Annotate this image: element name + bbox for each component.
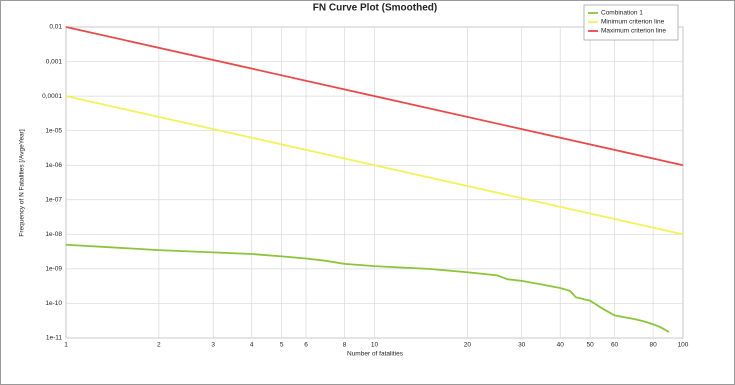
x-tick-label: 6 <box>304 342 308 349</box>
x-tick-label: 20 <box>464 342 472 349</box>
legend-box <box>583 4 679 41</box>
y-axis-label: Frequency of N Fatalities [/AvgeYear] <box>19 129 26 237</box>
y-tick-label: 0,0001 <box>42 93 62 100</box>
legend-label: Minimum criterion line <box>601 19 665 26</box>
x-tick-label: 5 <box>280 342 284 349</box>
y-tick-label: 1e-11 <box>46 335 63 342</box>
y-tick-label: 1e-09 <box>45 266 62 273</box>
x-tick-label: 4 <box>250 342 254 349</box>
x-tick-label: 3 <box>211 342 215 349</box>
x-tick-label: 80 <box>649 342 657 349</box>
legend-label: Maximum criterion line <box>601 28 666 35</box>
series-line <box>65 243 670 333</box>
x-tick-label: 8 <box>343 342 347 349</box>
x-tick-label: 2 <box>157 342 161 349</box>
y-tick-label: 1e-08 <box>45 231 62 238</box>
x-tick-label: 100 <box>678 342 689 349</box>
y-tick-label: 1e-05 <box>45 127 62 134</box>
series-line <box>65 26 684 167</box>
legend: Combination 1 Minimum criterion line Maxim… <box>583 4 679 41</box>
y-tick-label: 0,001 <box>46 58 63 65</box>
series-line <box>65 95 684 236</box>
y-tick-label: 1e-06 <box>45 162 62 169</box>
x-axis-label: Number of fatalities <box>347 351 404 358</box>
x-tick-label: 40 <box>557 342 565 349</box>
y-tick-label: 1e-07 <box>45 196 62 203</box>
y-tick-label: 0,01 <box>49 24 62 31</box>
x-tick-label: 1 <box>64 342 68 349</box>
x-tick-label: 50 <box>587 342 595 349</box>
chart-title: FN Curve Plot (Smoothed) <box>313 3 437 14</box>
x-tick-label: 60 <box>611 342 619 349</box>
x-tick-label: 30 <box>518 342 526 349</box>
x-tick-label: 10 <box>371 342 379 349</box>
y-tick-label: 1e-10 <box>45 300 62 307</box>
legend-label: Combination 1 <box>601 10 643 17</box>
